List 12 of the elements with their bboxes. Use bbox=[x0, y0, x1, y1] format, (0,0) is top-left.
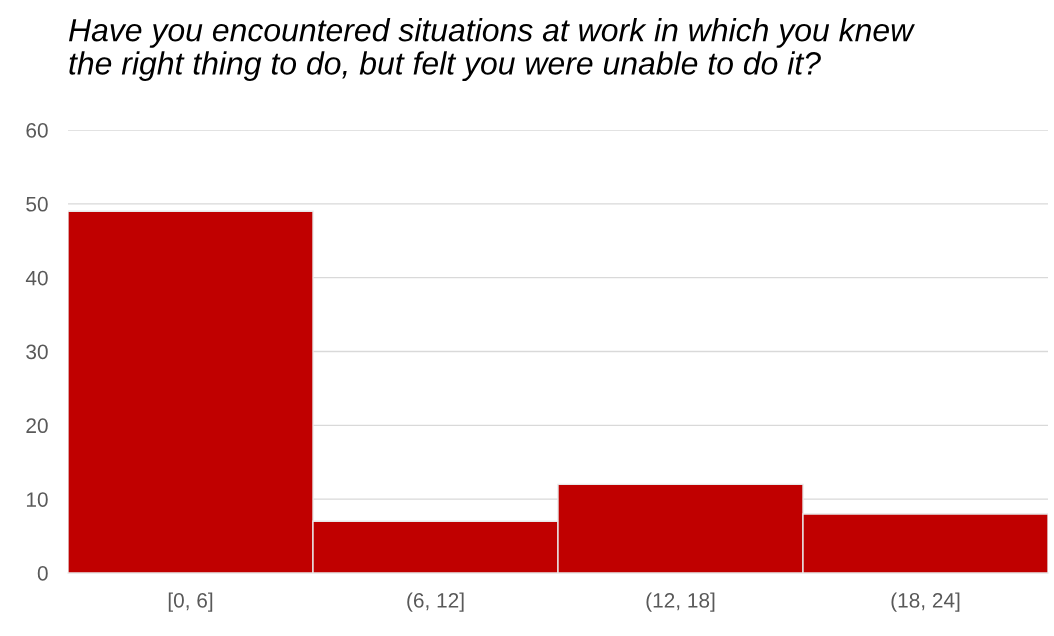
x-tick-label: (18, 24] bbox=[891, 592, 960, 612]
x-tick-label: (12, 18] bbox=[646, 592, 715, 612]
y-tick-label: 0 bbox=[37, 566, 48, 581]
y-tick-label: 30 bbox=[26, 344, 48, 360]
y-tick-label: 40 bbox=[25, 270, 48, 286]
y-tick-label: 60 bbox=[26, 123, 48, 138]
y-tick-label: 10 bbox=[26, 492, 48, 507]
y-tick-label: 50 bbox=[26, 196, 48, 212]
x-tick-label: [0, 6] bbox=[168, 592, 213, 612]
y-tick-label: 20 bbox=[26, 418, 48, 434]
x-tick-label: (6, 12] bbox=[407, 592, 464, 612]
chart-title: Have you encountered situations at work in which you knew the right thing to do, but felt you were unable to do it? bbox=[68, 18, 915, 82]
